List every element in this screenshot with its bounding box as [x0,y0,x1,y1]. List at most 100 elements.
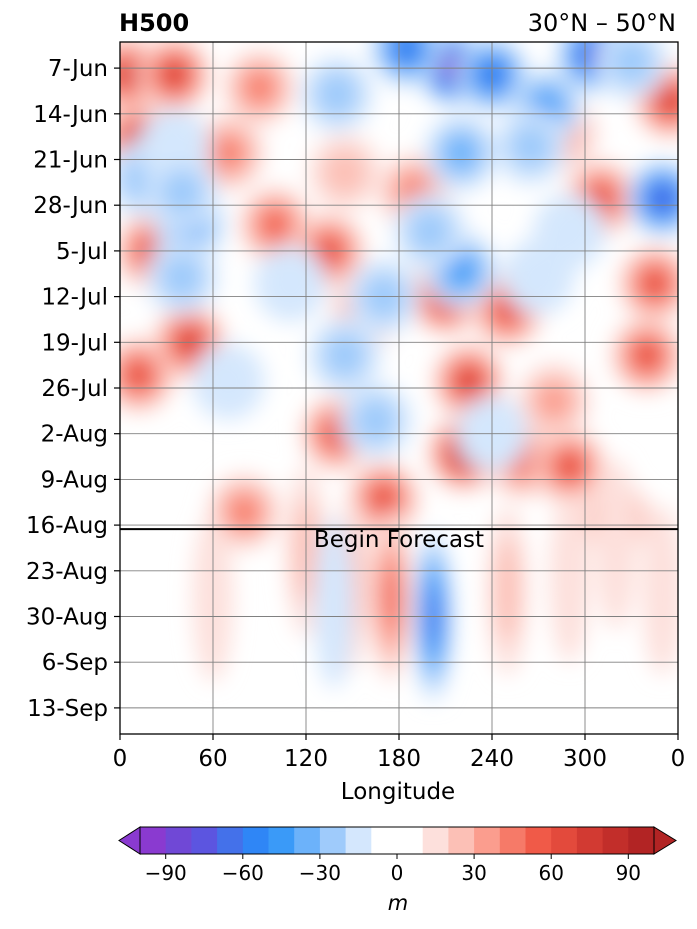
anomaly-blob [518,363,590,440]
x-tick-label: 300 [563,746,607,772]
anomaly-contour [374,489,393,509]
anomaly-contour [662,92,678,109]
x-tick-label: 60 [198,746,227,772]
y-tick-label: 5-Jul [56,239,108,265]
anomaly-blob [347,460,420,537]
anomaly-contour [638,346,656,365]
anomaly-contour [192,343,265,420]
anomaly-contour [495,538,520,643]
y-tick-label: 30-Aug [26,604,108,630]
y-tick-label: 23-Aug [26,559,108,585]
anomaly-blob [208,474,280,551]
anomaly-contour [549,492,590,663]
anomaly-contour [216,139,241,167]
anomaly-contour [398,42,416,58]
colorbar-tick-label: 90 [616,861,641,885]
anomaly-blob [370,42,443,87]
anomaly-contour [654,190,671,207]
colorbar-segment [422,827,449,854]
colorbar-segment [242,827,269,854]
anomaly-blob [487,505,528,676]
anomaly-contour [166,66,182,83]
anomaly-contour [322,149,367,196]
x-tick-label: 180 [377,746,421,772]
x-tick-label: 0 [113,746,128,772]
anomaly-contour [129,365,148,385]
anomaly-blob [192,343,265,420]
anomaly-contour [385,572,397,622]
anomaly-contour [264,213,286,236]
anomaly-contour [448,257,474,284]
anomaly-blob [138,42,211,113]
anomaly-blob [223,49,296,126]
anomaly-contour [313,518,354,689]
colorbar-segment [319,827,347,854]
anomaly-blob [301,56,373,133]
anomaly-contour [254,245,327,322]
anomaly-contour [508,123,553,170]
anomaly-blob [432,343,505,420]
x-axis-label: Longitude [341,779,455,805]
anomaly-blob [239,186,311,263]
y-tick-label: 16-Aug [26,513,108,539]
anomaly-contour [314,70,360,118]
colorbar-tick-label: −30 [299,861,341,885]
colorbar-segment [628,827,655,854]
x-tick-label: 120 [284,746,328,772]
anomaly-contour [231,498,257,526]
anomaly-blob [618,245,678,322]
y-tick-label: 7-Jun [48,56,108,82]
anomaly-blob [146,239,218,316]
anomaly-contour [560,457,579,476]
colorbar-segment [448,827,475,854]
chart-title-right: 30°N – 50°N [528,9,676,37]
colorbar-tick-label: −60 [222,861,264,885]
colorbar-segment [371,827,424,854]
anomaly-contour [461,373,477,390]
y-tick-label: 6-Sep [42,650,108,676]
colorbar-segment [499,827,526,854]
anomaly-blob [642,505,678,676]
grid-lines [120,42,678,734]
y-tick-label: 19-Jul [41,330,108,356]
anomaly-blob [626,160,678,237]
anomaly-blob [595,42,668,100]
chart-title-left: H500 [119,9,189,37]
anomaly-contour [120,66,136,83]
begin-forecast-annotation: Begin Forecast [314,527,484,553]
anomaly-contour [642,505,678,676]
colorbar-segment [268,827,295,854]
x-tick-label: 0 [671,746,686,772]
colorbar-label: m [388,891,408,915]
anomaly-contour [159,168,205,216]
anomaly-contour [538,384,570,418]
anomaly-contour [609,42,654,85]
colorbar-segment [345,827,372,854]
x-axis: 0 60 120 180 240 300 0 [113,734,686,772]
colorbar-segment [525,827,552,854]
anomaly-contour [159,253,205,301]
colorbar: −90 −60 −30 0 30 60 90 [118,826,677,885]
anomaly-contour [498,300,517,319]
anomaly-blob [596,459,636,630]
colorbar-tick-label: −90 [145,861,187,885]
anomaly-blob [494,108,567,185]
y-tick-label: 13-Sep [27,696,108,722]
y-tick-label: 2-Aug [41,422,108,448]
anomaly-blob [533,193,606,270]
anomaly-blob [371,511,412,682]
anomaly-blob [425,114,497,191]
x-tick-label: 240 [470,746,514,772]
anomaly-blob [339,382,412,459]
colorbar-segment [191,827,218,854]
anomaly-blob [611,317,678,394]
anomaly-blob [146,154,218,231]
anomaly-contour [247,74,272,101]
y-tick-label: 14-Jun [33,102,108,128]
colorbar-segment [217,827,244,854]
y-tick-label: 12-Jul [41,285,108,311]
anomaly-contour [646,274,664,293]
y-tick-label: 28-Jun [33,193,108,219]
anomaly-blob [313,518,354,689]
